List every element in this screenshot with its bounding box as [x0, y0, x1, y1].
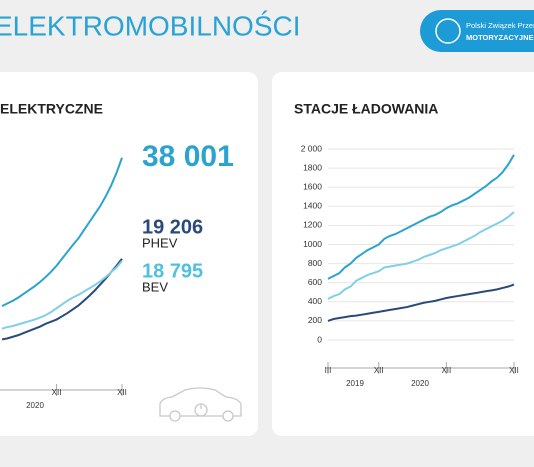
- car-icon: [159, 387, 242, 422]
- x-tick-label: XII: [441, 366, 451, 375]
- series-line: [1, 157, 123, 307]
- series-line: [1, 258, 123, 341]
- logo-icon: [435, 18, 461, 44]
- year-label: 2019: [346, 379, 364, 388]
- series-line: [327, 283, 515, 322]
- series-line: [1, 260, 123, 330]
- x-tick-label: XII: [509, 366, 519, 375]
- chart-title: ELEKTRYCZNE: [0, 101, 103, 117]
- series-line: [327, 154, 515, 280]
- page-title: ELEKTROMOBILNOŚCI: [0, 9, 301, 41]
- year-label: 2020: [26, 401, 44, 410]
- y-tick-label: 800: [308, 258, 322, 268]
- annotation: 38 001: [142, 140, 234, 173]
- x-tick-label: XII: [117, 388, 127, 397]
- x-tick-label: XII: [374, 366, 384, 375]
- x-tick-label: III: [325, 366, 332, 375]
- x-tick-label: XII: [52, 388, 62, 397]
- y-tick-label: 1600: [303, 181, 322, 191]
- y-tick-label: 600: [308, 277, 322, 287]
- annotation: 19 206: [142, 216, 203, 238]
- legend-label: BEV: [142, 279, 168, 294]
- chart-title: STACJE ŁADOWANIA: [294, 101, 438, 117]
- panel: [272, 72, 534, 436]
- y-tick-label: 400: [308, 296, 322, 306]
- legend-label: PHEV: [142, 235, 178, 250]
- logo-line: Polski Związek Przemy: [466, 21, 534, 30]
- y-tick-label: 1800: [303, 162, 322, 172]
- panel: [0, 72, 258, 436]
- year-label: 2020: [411, 379, 429, 388]
- logo-badge: [420, 10, 534, 52]
- y-tick-label: 0: [317, 334, 322, 344]
- y-tick-label: 1200: [303, 220, 322, 230]
- y-tick-label: 2 000: [301, 143, 323, 153]
- y-tick-label: 200: [308, 315, 322, 325]
- logo-line: MOTORYZACYJNEG: [466, 33, 534, 42]
- y-tick-label: 1000: [303, 239, 322, 249]
- annotation: 18 795: [142, 260, 203, 282]
- y-tick-label: 1400: [303, 201, 322, 211]
- series-line: [327, 211, 515, 300]
